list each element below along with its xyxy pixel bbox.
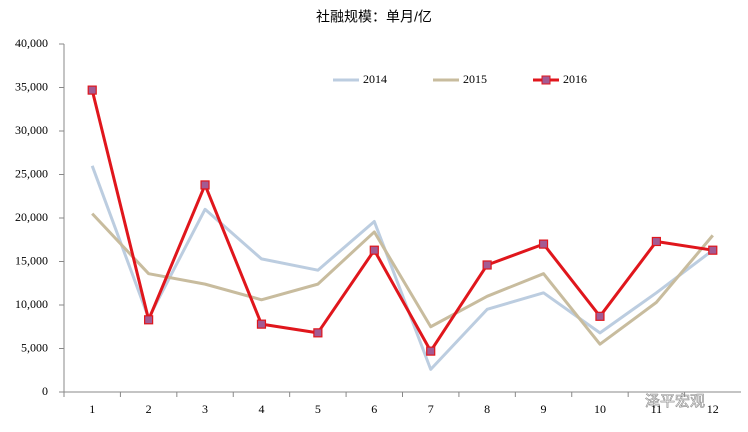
point-marker	[651, 236, 661, 247]
x-tick-label: 8	[484, 402, 490, 416]
point-marker	[256, 319, 267, 329]
point-marker	[708, 245, 718, 255]
y-tick-label: 30,000	[15, 123, 48, 137]
x-tick-label: 1	[89, 402, 95, 416]
series-line	[90, 89, 714, 353]
series-line	[91, 212, 714, 346]
x-tick-label: 5	[315, 402, 321, 416]
point-marker	[313, 328, 323, 338]
x-tick-label: 4	[258, 402, 264, 416]
y-tick-label: 10,000	[15, 297, 48, 311]
y-tick-label: 25,000	[15, 166, 48, 180]
legend-label: 2014	[363, 72, 387, 86]
y-tick-label: 40,000	[15, 36, 48, 50]
point-marker	[369, 245, 379, 255]
y-tick-label: 0	[42, 384, 48, 398]
point-marker	[200, 180, 210, 190]
x-tick-label: 9	[541, 402, 547, 416]
x-tick-label: 6	[371, 402, 377, 416]
point-marker	[87, 85, 97, 95]
x-tick-label: 7	[428, 402, 434, 416]
point-marker	[482, 260, 492, 270]
point-marker	[538, 239, 549, 249]
series-line	[90, 165, 714, 371]
x-tick-label: 10	[594, 402, 606, 416]
point-marker	[144, 315, 154, 325]
y-tick-label: 20,000	[15, 210, 48, 224]
legend-marker	[541, 75, 551, 85]
legend-label: 2015	[463, 72, 487, 86]
chart-title: 社融规模：单月/亿	[316, 9, 432, 25]
point-marker	[595, 311, 605, 321]
y-tick-label: 15,000	[15, 253, 48, 267]
watermark: 泽平宏观	[645, 393, 705, 410]
x-tick-label: 3	[202, 402, 208, 416]
point-marker	[426, 346, 436, 356]
x-tick-label: 11	[651, 402, 663, 416]
y-tick-label: 5,000	[21, 340, 48, 354]
x-tick-label: 12	[707, 402, 719, 416]
y-tick-label: 35,000	[15, 79, 48, 93]
legend-label: 2016	[563, 72, 587, 86]
x-tick-label: 2	[146, 402, 152, 416]
